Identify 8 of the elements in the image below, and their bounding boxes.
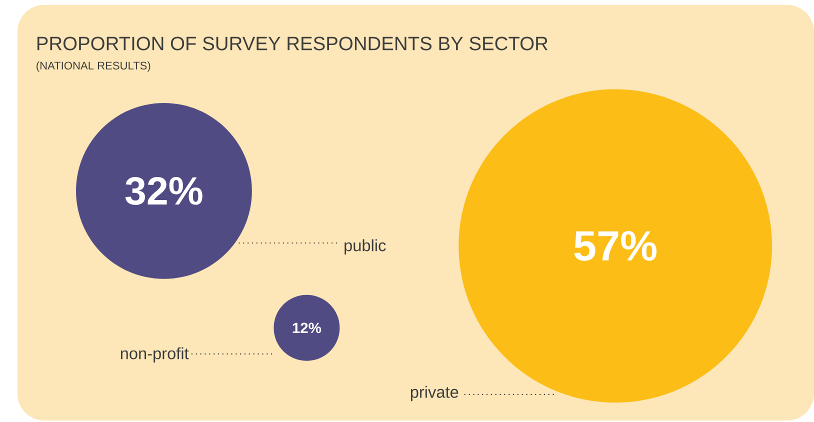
data-label: 57% — [574, 230, 656, 261]
category-label: private — [410, 386, 458, 401]
text: (NATIONAL RESULTS) — [36, 61, 150, 72]
text: PROPORTION OF SURVEY RESPONDENTS BY SECTOR — [37, 36, 548, 50]
category-label: non-profit — [120, 347, 189, 362]
category-label: public — [344, 239, 386, 254]
data-label: 32% — [125, 176, 202, 205]
data-label: 12% — [292, 322, 322, 333]
